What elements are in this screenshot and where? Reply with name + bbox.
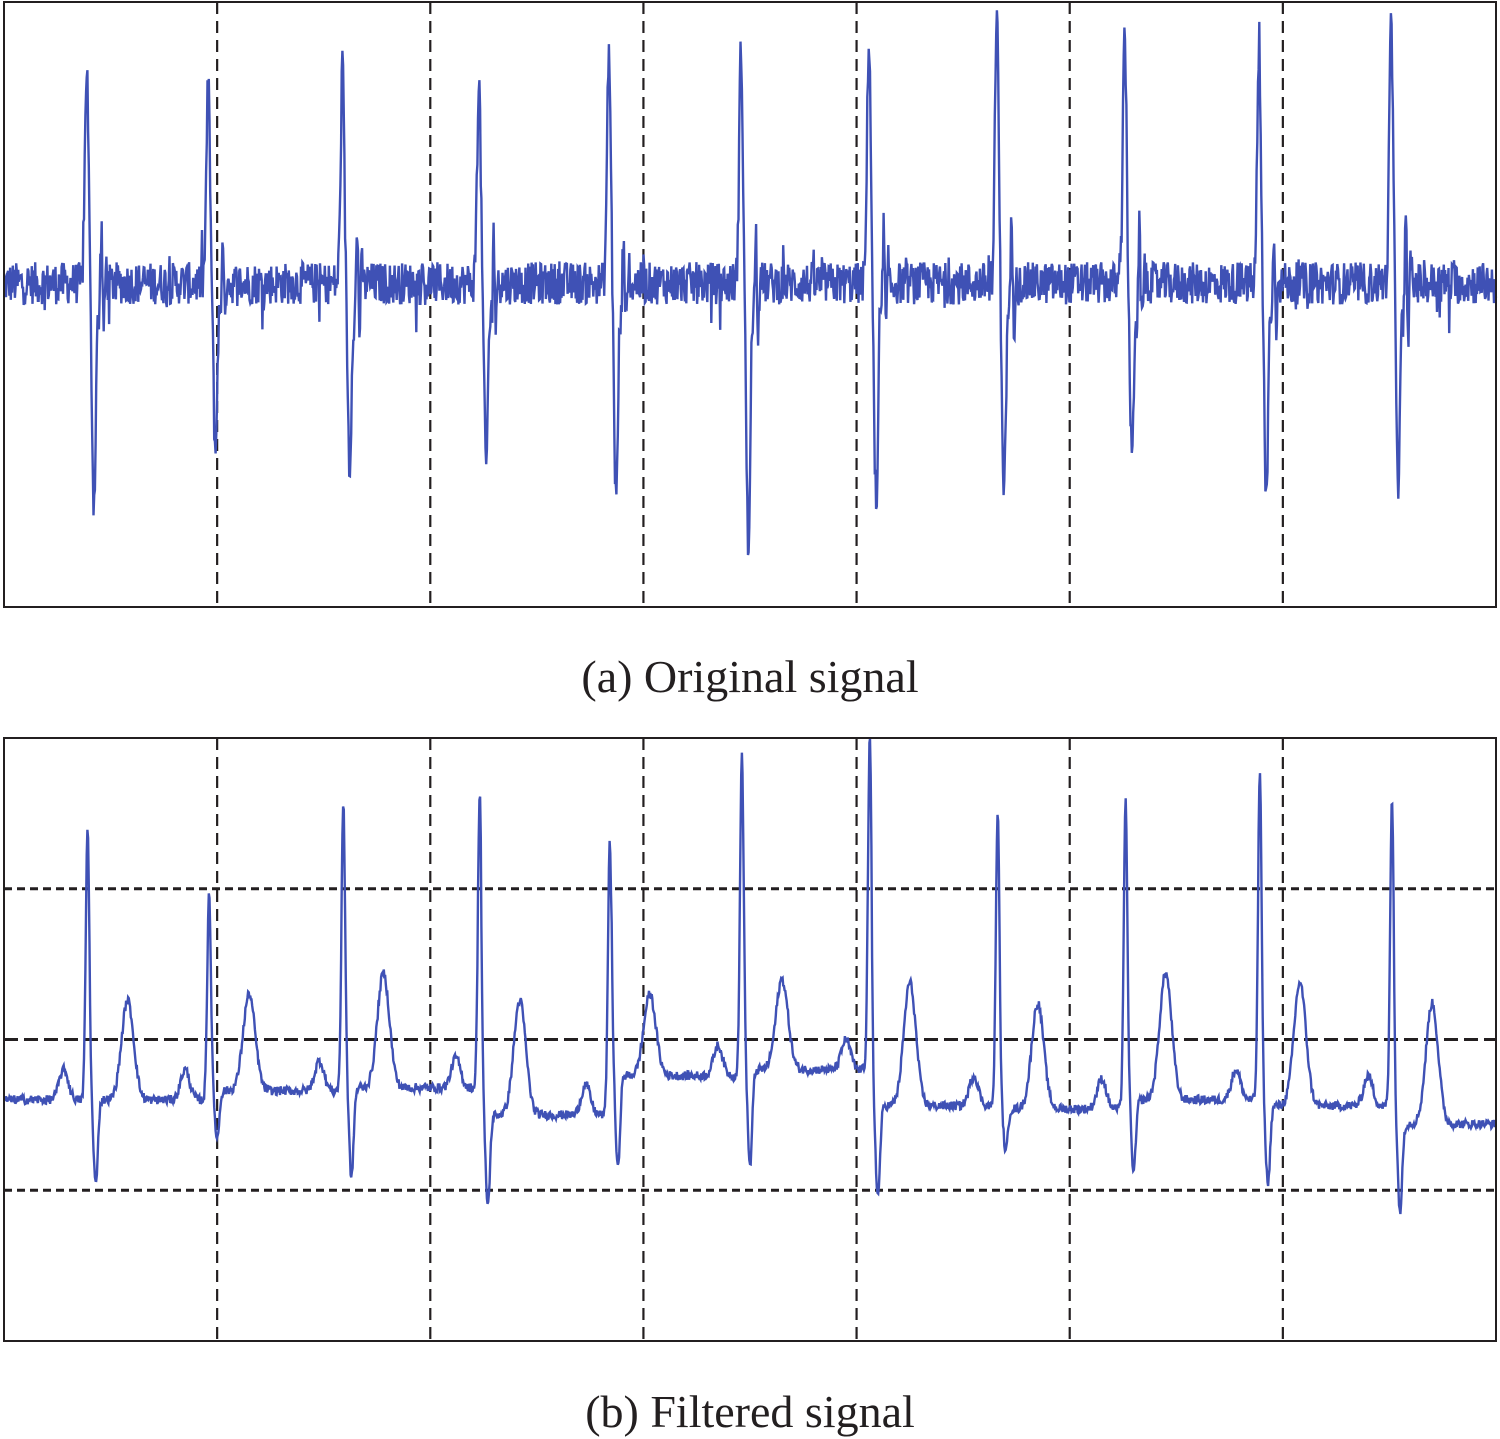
plot-frame-b	[3, 737, 1497, 1342]
grid-b	[4, 738, 1496, 1341]
caption-a: (a) Original signal	[581, 651, 918, 702]
series-filtered-signal	[3, 738, 1497, 1215]
grid-a	[216, 2, 1284, 607]
plot-frame-a	[3, 1, 1497, 608]
caption-b: (b) Filtered signal	[585, 1386, 915, 1437]
panel-filtered-signal: (b) Filtered signal	[3, 737, 1497, 1437]
panel-original-signal: (a) Original signal	[3, 1, 1498, 702]
series-original-signal	[3, 10, 1498, 556]
